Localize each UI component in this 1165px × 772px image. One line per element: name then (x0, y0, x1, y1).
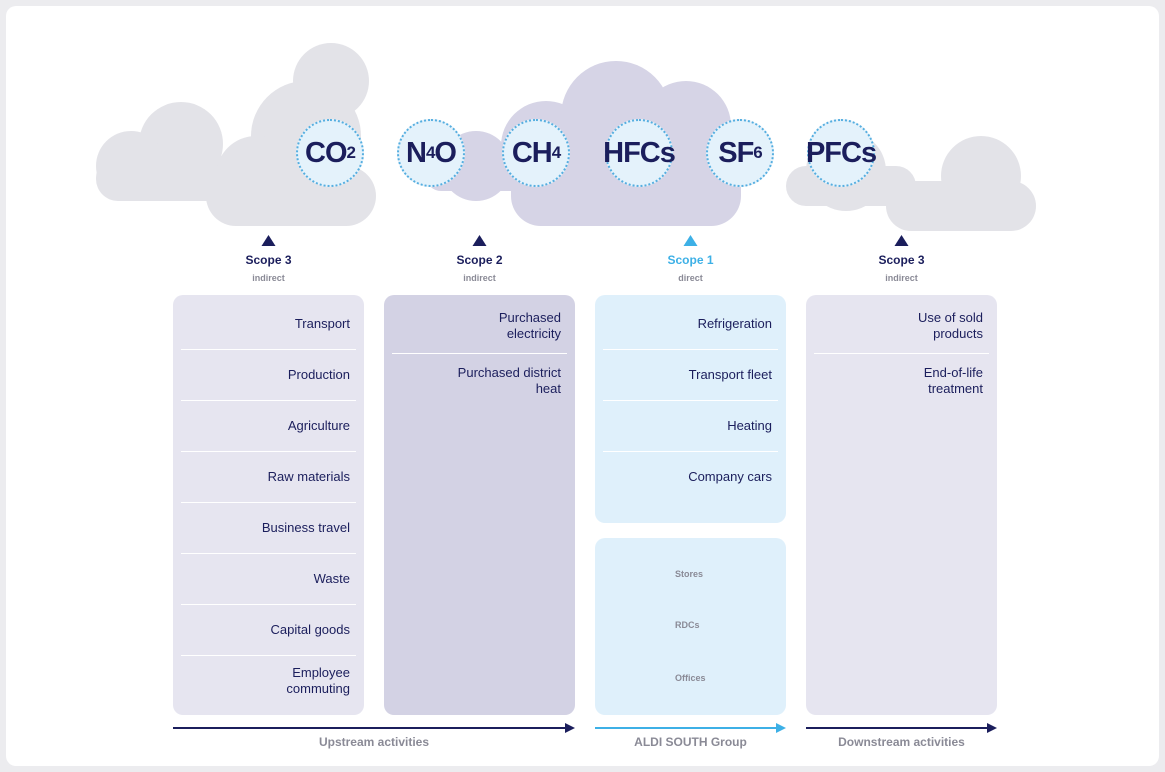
gas-label: SF (718, 137, 753, 170)
scope-title: Scope 3 (842, 253, 962, 267)
item-label: Transport (240, 298, 350, 349)
item-label: Employee commuting (240, 655, 350, 706)
gas-subscript: 4 (426, 143, 434, 163)
gas-label: N (406, 137, 426, 170)
scope-title: Scope 1 (631, 253, 751, 267)
gas-label: HFCs (603, 137, 675, 170)
scope-type: direct (631, 273, 751, 283)
item-label: Capital goods (240, 604, 350, 655)
item-label: Waste (240, 553, 350, 604)
gas-bubble: PFCs (807, 119, 875, 187)
item-label: Company cars (662, 451, 772, 502)
scope-type: indirect (842, 273, 962, 283)
scope-title: Scope 2 (420, 253, 540, 267)
activity-label: ALDI SOUTH Group (581, 735, 801, 749)
scope-type: indirect (420, 273, 540, 283)
item-label: Refrigeration (662, 298, 772, 349)
gas-subscript: 6 (753, 143, 761, 163)
item-label: Heating (662, 400, 772, 451)
item-label: End-of-life treatment (873, 353, 983, 408)
gas-suffix: O (434, 137, 456, 170)
page: CO2N4OCH4HFCsSF6PFCsScope 3indirectTrans… (0, 0, 1165, 772)
gas-label: CO (305, 137, 347, 170)
gas-subscript: 2 (347, 143, 355, 163)
facility-label: Stores (675, 569, 703, 579)
activity-label: Downstream activities (792, 735, 1012, 749)
gas-label: PFCs (806, 137, 876, 170)
scope-title: Scope 3 (209, 253, 329, 267)
item-label: Purchased district heat (451, 353, 561, 408)
gas-bubble: HFCs (605, 119, 673, 187)
item-label: Business travel (240, 502, 350, 553)
item-label: Purchased electricity (451, 298, 561, 353)
activity-label: Upstream activities (264, 735, 484, 749)
gas-subscript: 4 (552, 143, 560, 163)
facility-label: RDCs (675, 620, 700, 630)
item-label: Use of sold products (873, 298, 983, 353)
item-label: Production (240, 349, 350, 400)
item-label: Transport fleet (662, 349, 772, 400)
item-label: Agriculture (240, 400, 350, 451)
facility-label: Offices (675, 673, 706, 683)
scope-type: indirect (209, 273, 329, 283)
gas-label: CH (512, 137, 552, 170)
item-label: Raw materials (240, 451, 350, 502)
